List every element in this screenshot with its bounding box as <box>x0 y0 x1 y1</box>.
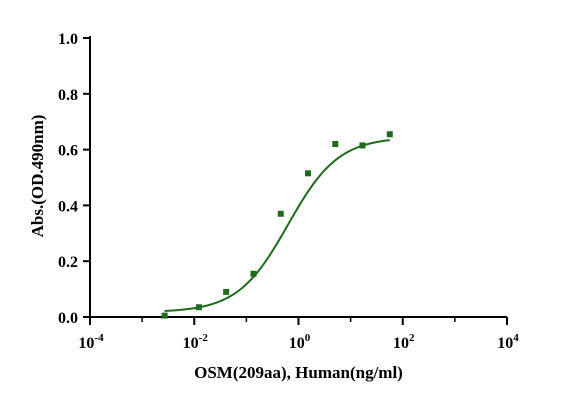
x-tick-exponent: 0 <box>305 332 311 344</box>
y-tick-label: 1.0 <box>58 31 78 48</box>
x-tick-label: 100 <box>289 332 311 352</box>
fit-curve <box>164 139 390 312</box>
y-tick-label: 0.4 <box>58 198 78 215</box>
x-tick-base: 10 <box>289 335 305 352</box>
y-tick-label: 0.2 <box>58 254 78 271</box>
x-ticks: 10-4 10-2 100 102 104 <box>78 317 519 352</box>
x-tick-base: 10 <box>393 335 409 352</box>
data-point <box>304 170 311 177</box>
data-point <box>386 131 393 138</box>
x-tick-base: 10 <box>78 335 94 352</box>
y-tick-label: 0.8 <box>58 87 78 104</box>
x-tick-exponent: 4 <box>513 332 519 344</box>
data-point <box>250 270 257 277</box>
y-tick-label: 0.0 <box>58 310 78 327</box>
data-point <box>332 141 339 148</box>
x-tick-label: 102 <box>393 332 415 352</box>
x-tick-base: 10 <box>497 335 513 352</box>
x-tick-label: 104 <box>497 332 519 352</box>
data-point <box>223 288 230 295</box>
x-axis: 10-4 10-2 100 102 104 <box>78 316 519 352</box>
data-point <box>195 304 202 311</box>
data-points <box>161 131 393 319</box>
x-tick-exponent: 2 <box>409 332 415 344</box>
y-ticks: 0.0 0.2 0.4 0.6 0.8 1.0 <box>58 31 90 327</box>
x-tick-base: 10 <box>183 335 199 352</box>
x-tick-exponent: -4 <box>94 332 104 344</box>
x-tick-label: 10-2 <box>183 332 209 352</box>
y-axis: 0.0 0.2 0.4 0.6 0.8 1.0 <box>58 31 91 327</box>
data-point <box>161 312 168 319</box>
x-axis-label: OSM(209aa), Human(ng/ml) <box>194 363 403 382</box>
y-axis-label: Abs.(OD.490nm) <box>28 115 47 238</box>
data-point <box>359 142 366 149</box>
x-tick-exponent: -2 <box>199 332 209 344</box>
data-point <box>277 210 284 217</box>
x-tick-label: 10-4 <box>78 332 104 352</box>
y-tick-label: 0.6 <box>58 143 78 160</box>
